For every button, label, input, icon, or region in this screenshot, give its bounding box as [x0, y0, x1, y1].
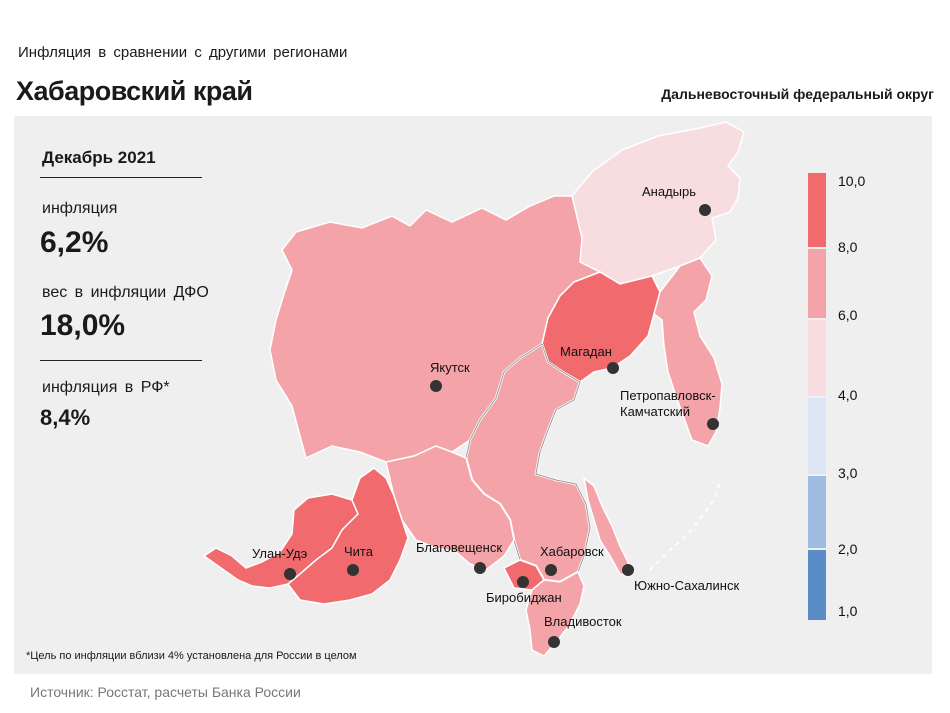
scale-tick: 6,0 [838, 307, 858, 323]
city-dot-vladivostok[interactable] [548, 636, 560, 648]
divider [40, 360, 202, 361]
inflation-label: инфляция [42, 200, 118, 217]
scale-band-3-4 [808, 398, 826, 474]
scale-tick: 3,0 [838, 465, 858, 481]
city-label-birobidzhan: Биробиджан [486, 590, 562, 605]
scale-band-1-2 [808, 550, 826, 620]
weight-value: 18,0% [40, 309, 126, 342]
scale-tick: 8,0 [838, 239, 858, 255]
region-kamchatka[interactable] [653, 257, 723, 447]
weight-label: вес в инфляции ДФО [42, 284, 209, 301]
scale-band-4-6 [808, 320, 826, 396]
scale-tick: 10,0 [838, 173, 865, 189]
city-label-anadyr: Анадырь [642, 184, 696, 199]
inflation-value: 6,2% [40, 226, 109, 259]
region-sakhalin[interactable] [582, 476, 631, 577]
city-dot-chita[interactable] [347, 564, 359, 576]
scale-tick: 1,0 [838, 603, 858, 619]
period-label: Декабрь 2021 [42, 148, 156, 167]
city-dot-petropavlovsk[interactable] [707, 418, 719, 430]
rf-inflation-label: инфляция в РФ* [42, 379, 170, 396]
city-label-magadan: Магадан [560, 344, 612, 359]
page-title: Хабаровский край [16, 76, 253, 106]
rf-inflation-value: 8,4% [40, 405, 91, 430]
region-zabaykalsky[interactable] [286, 467, 409, 605]
district-label: Дальневосточный федеральный округ [661, 86, 934, 102]
city-dot-magadan[interactable] [607, 362, 619, 374]
scale-band-6-8 [808, 249, 826, 318]
scale-tick: 4,0 [838, 387, 858, 403]
region-chukotka[interactable] [571, 121, 745, 285]
city-dot-yakutsk[interactable] [430, 380, 442, 392]
city-label-kamchatsky: Камчатский [620, 404, 690, 419]
region-amur[interactable] [385, 445, 515, 571]
city-label-vladivostok: Владивосток [544, 614, 622, 629]
city-label-ulan-ude: Улан-Удэ [252, 546, 308, 561]
color-scale-legend: 10,0 8,0 6,0 4,0 3,0 2,0 1,0 [808, 173, 865, 620]
city-dot-anadyr[interactable] [699, 204, 711, 216]
kuril-islands [649, 479, 721, 571]
city-dot-blagoveshchensk[interactable] [474, 562, 486, 574]
source-note: Источник: Росстат, расчеты Банка России [30, 684, 301, 700]
footnote: *Цель по инфляции вблизи 4% установлена … [26, 650, 357, 662]
city-dot-ulan-ude[interactable] [284, 568, 296, 580]
region-primorye[interactable] [525, 570, 585, 657]
city-dot-yuzhno-sakhalinsk[interactable] [622, 564, 634, 576]
divider [40, 177, 202, 178]
city-label-blagoveshchensk: Благовещенск [416, 540, 502, 555]
city-label-yuzhno-sakhalinsk: Южно-Сахалинск [634, 578, 739, 593]
city-label-chita: Чита [344, 544, 374, 559]
city-dot-birobidzhan[interactable] [517, 576, 529, 588]
scale-band-8-10 [808, 173, 826, 247]
city-label-yakutsk: Якутск [430, 360, 470, 375]
scale-band-2-3 [808, 476, 826, 548]
city-label-petropavlovsk: Петропавловск- [620, 388, 716, 403]
subtitle: Инфляция в сравнении с другими регионами [18, 44, 348, 61]
city-label-khabarovsk: Хабаровск [540, 544, 604, 559]
scale-tick: 2,0 [838, 541, 858, 557]
city-dot-khabarovsk[interactable] [545, 564, 557, 576]
